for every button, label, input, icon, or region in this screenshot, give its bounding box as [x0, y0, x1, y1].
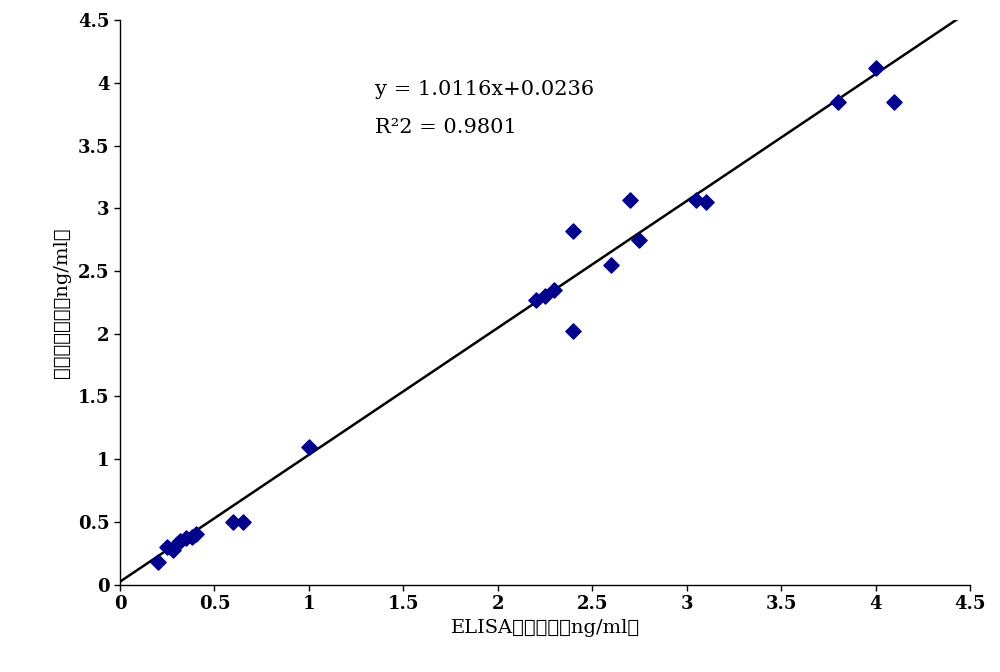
Point	[301, 442, 317, 452]
Point	[537, 291, 553, 302]
Point	[235, 517, 251, 528]
Point	[565, 226, 581, 237]
Point	[150, 556, 166, 567]
Text: y = 1.0116x+0.0236: y = 1.0116x+0.0236	[375, 81, 594, 99]
Point	[698, 197, 714, 208]
Point	[631, 235, 647, 245]
Y-axis label: 荺光检测含量（ng/ml）: 荺光检测含量（ng/ml）	[53, 227, 71, 378]
Point	[868, 62, 884, 73]
Point	[830, 96, 846, 107]
Point	[688, 194, 704, 205]
Point	[159, 542, 175, 552]
Point	[886, 96, 902, 107]
X-axis label: ELISA检测含量（ng/ml）: ELISA检测含量（ng/ml）	[450, 619, 640, 636]
Point	[546, 284, 562, 295]
Point	[178, 533, 194, 544]
Point	[565, 326, 581, 337]
Text: R²2 = 0.9801: R²2 = 0.9801	[375, 118, 517, 137]
Point	[528, 294, 544, 305]
Point	[184, 532, 200, 542]
Point	[172, 536, 188, 546]
Point	[622, 194, 638, 205]
Point	[603, 259, 619, 270]
Point	[169, 539, 185, 550]
Point	[188, 529, 204, 540]
Point	[225, 517, 241, 528]
Point	[165, 544, 181, 555]
